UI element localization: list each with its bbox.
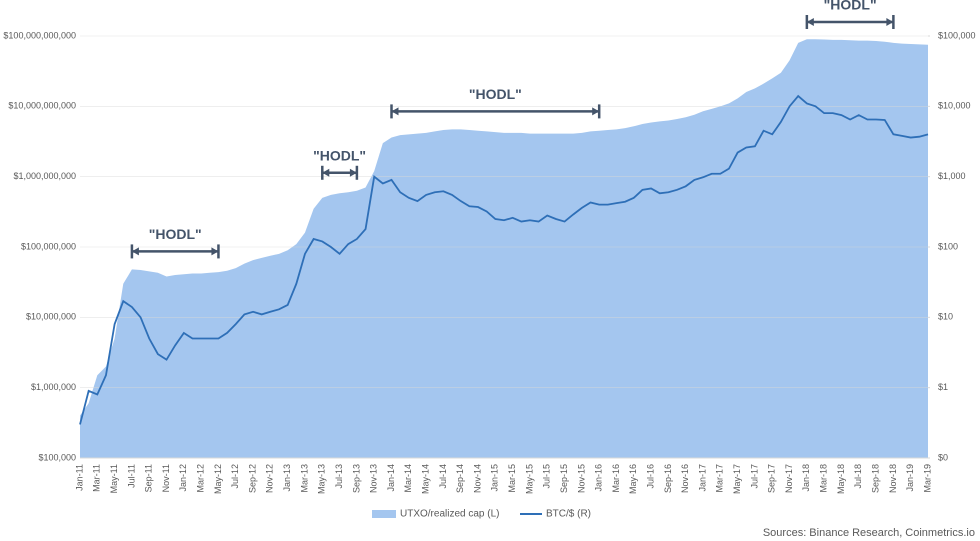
x-tick-label: May-11 (109, 464, 119, 493)
y2-tick-label: $1 (938, 382, 948, 392)
x-tick-label: Mar-16 (611, 464, 621, 493)
x-tick-label: Mar-12 (196, 464, 206, 493)
x-tick-label: Jul-18 (853, 464, 863, 489)
x-tick-label: Sep-13 (351, 464, 361, 493)
annotation-head (322, 168, 330, 177)
y-tick-label: $10,000,000 (26, 312, 76, 322)
annotation-head (349, 168, 357, 177)
x-tick-label: Nov-17 (784, 464, 794, 493)
legend-swatch (372, 510, 396, 518)
x-tick-label: Jan-19 (905, 464, 915, 492)
annotation-head (886, 18, 894, 26)
y-tick-label: $100,000 (38, 452, 76, 462)
annotation-text: "HODL" (824, 0, 877, 13)
x-tick-label: Jul-16 (645, 464, 655, 489)
x-tick-label: Jan-16 (594, 464, 604, 492)
y2-tick-label: $1,000 (938, 171, 966, 181)
x-tick-label: Jul-11 (126, 464, 136, 488)
y2-tick-label: $0 (938, 452, 948, 462)
x-tick-label: May-14 (420, 464, 430, 494)
x-tick-label: May-12 (213, 464, 223, 494)
x-tick-label: Sep-12 (247, 464, 257, 493)
area (80, 39, 928, 459)
x-tick-label: Jan-14 (386, 464, 396, 492)
y2-tick-label: $100,000 (938, 30, 976, 40)
x-tick-label: May-15 (524, 464, 534, 494)
x-tick-label: Nov-16 (680, 464, 690, 493)
annotation-head (391, 107, 399, 116)
annotation-text: "HODL" (469, 86, 522, 102)
x-tick-label: Nov-11 (161, 464, 171, 492)
x-tick-label: Sep-17 (767, 464, 777, 493)
x-tick-label: Jul-17 (749, 464, 759, 489)
x-tick-label: Jan-12 (178, 464, 188, 492)
x-tick-label: Jul-12 (230, 464, 240, 489)
x-tick-label: Jan-11 (74, 464, 84, 491)
x-tick-label: Mar-19 (922, 464, 932, 493)
x-tick-label: Mar-14 (403, 464, 413, 493)
y-tick-label: $10,000,000,000 (8, 101, 76, 111)
y-tick-label: $100,000,000,000 (3, 30, 76, 40)
x-tick-label: May-16 (628, 464, 638, 494)
annotation-text: "HODL" (313, 147, 366, 163)
x-tick-label: Nov-12 (265, 464, 275, 493)
annotation-head (592, 107, 600, 116)
x-tick-label: Jul-15 (542, 464, 552, 489)
y-tick-label: $100,000,000 (21, 241, 76, 251)
x-tick-label: Mar-18 (819, 464, 829, 493)
annotation-head (806, 18, 814, 26)
annotation-text: "HODL" (149, 226, 202, 242)
x-tick-label: Sep-15 (559, 464, 569, 493)
x-tick-label: Mar-17 (715, 464, 725, 493)
x-tick-label: Jan-18 (801, 464, 811, 492)
annotation-head (131, 247, 139, 256)
x-tick-label: Jan-13 (282, 464, 292, 492)
x-tick-label: May-13 (317, 464, 327, 494)
x-tick-label: Nov-18 (888, 464, 898, 493)
annotation-head (211, 247, 219, 256)
hodl-annotation: "HODL" (805, 0, 895, 29)
x-tick-label: Sep-11 (144, 464, 154, 492)
x-tick-label: Jan-15 (490, 464, 500, 492)
x-tick-label: Sep-18 (870, 464, 880, 493)
y-tick-label: $1,000,000,000 (13, 171, 76, 181)
x-tick-label: Mar-15 (507, 464, 517, 493)
x-tick-label: Mar-13 (299, 464, 309, 493)
y-tick-label: $1,000,000 (31, 382, 76, 392)
hodl-annotation: "HODL" (130, 226, 220, 259)
y2-tick-label: $10,000 (938, 101, 971, 111)
hodl-annotation: "HODL" (313, 147, 366, 180)
x-tick-label: Nov-13 (369, 464, 379, 493)
line (79, 94, 929, 425)
legend-label: UTXO/realized cap (L) (400, 509, 499, 520)
x-tick-label: Mar-11 (92, 464, 102, 492)
y2-tick-label: $10 (938, 312, 953, 322)
hodl-annotation: "HODL" (390, 86, 601, 119)
x-tick-label: May-18 (836, 464, 846, 494)
x-tick-label: Jul-13 (334, 464, 344, 489)
source: Sources: Binance Research, Coinmetrics.i… (763, 527, 975, 539)
x-tick-label: Jan-17 (697, 464, 707, 492)
x-tick-label: Nov-14 (472, 464, 482, 493)
x-tick-label: Nov-15 (576, 464, 586, 493)
x-tick-label: Jul-14 (438, 464, 448, 489)
legend-label: BTC/$ (R) (546, 509, 591, 520)
x-tick-label: May-17 (732, 464, 742, 494)
y2-tick-label: $100 (938, 241, 958, 251)
x-tick-label: Sep-16 (663, 464, 673, 493)
x-tick-label: Sep-14 (455, 464, 465, 493)
